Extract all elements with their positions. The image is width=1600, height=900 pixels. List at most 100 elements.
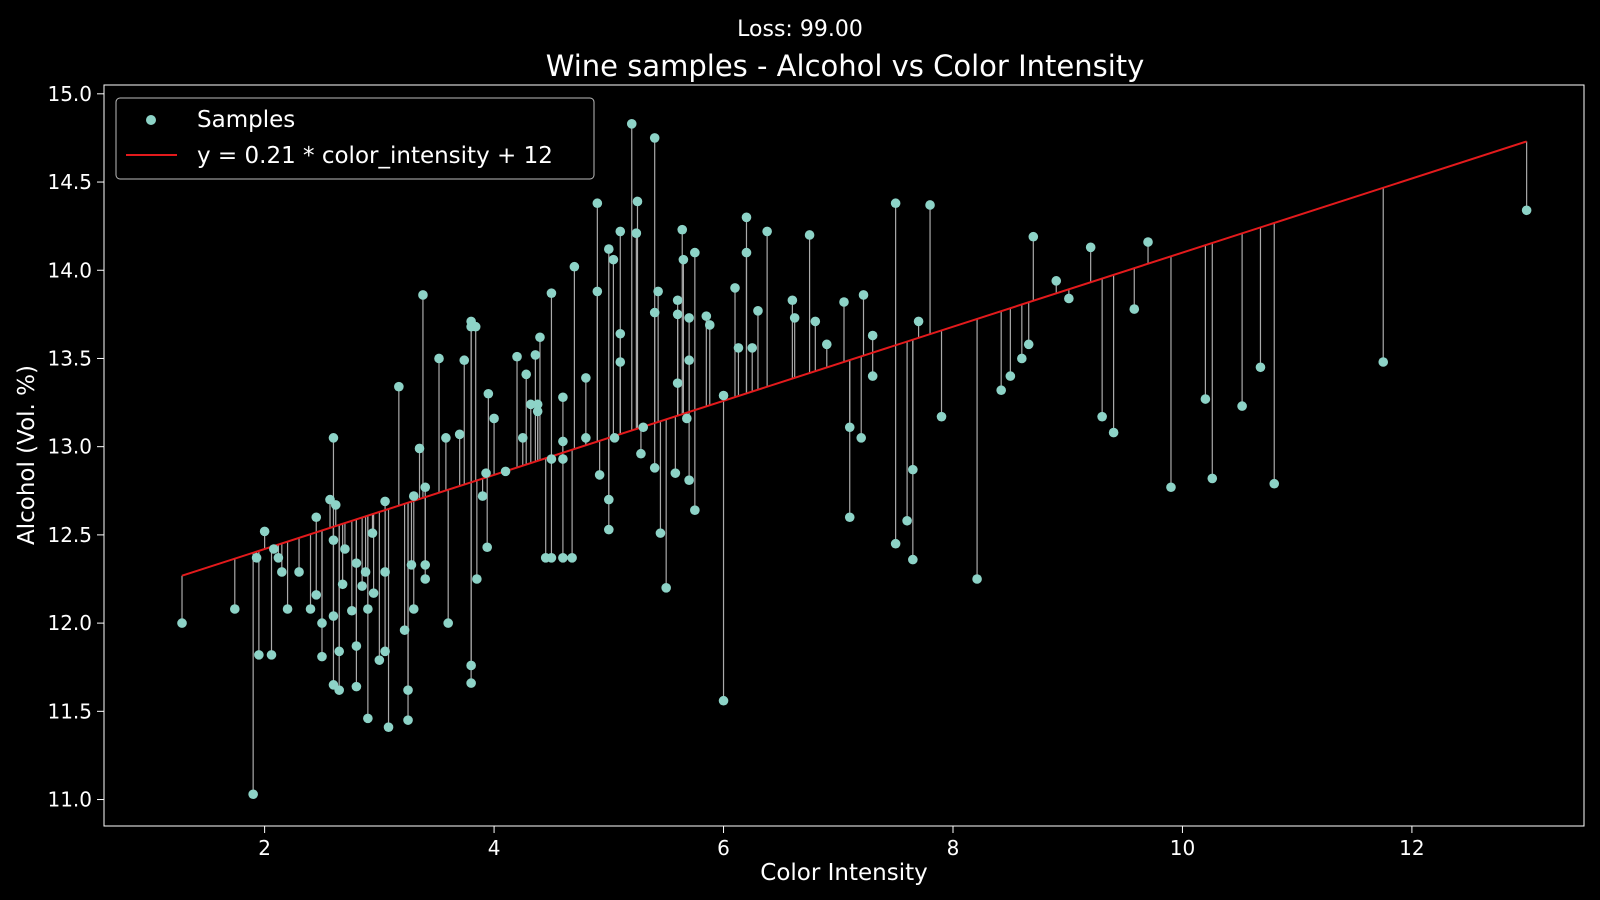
data-point <box>489 413 499 424</box>
data-point <box>690 247 700 258</box>
data-point <box>500 466 511 477</box>
loss-suptitle: Loss: 99.00 <box>737 17 863 42</box>
data-point <box>334 646 344 657</box>
data-point <box>615 226 626 237</box>
data-point <box>1028 231 1039 242</box>
data-point <box>229 604 240 614</box>
data-point <box>420 560 431 570</box>
data-point <box>615 328 626 339</box>
data-point <box>856 433 867 443</box>
data-point <box>1143 237 1153 247</box>
data-point <box>351 558 362 568</box>
data-point <box>517 433 528 443</box>
data-point <box>351 681 362 692</box>
data-point <box>470 321 481 332</box>
data-point <box>867 330 878 341</box>
data-point <box>615 357 626 367</box>
data-point <box>380 646 390 657</box>
data-point <box>317 651 327 662</box>
data-point <box>248 789 258 800</box>
data-point <box>305 604 316 614</box>
data-point <box>558 553 568 563</box>
data-point <box>340 544 350 554</box>
data-point <box>420 574 431 584</box>
data-point <box>408 604 419 614</box>
data-point <box>730 283 740 293</box>
data-point <box>277 567 287 577</box>
data-point <box>360 567 371 577</box>
data-point <box>363 713 373 724</box>
y-tick-label: 15.0 <box>47 82 92 106</box>
data-point <box>604 494 614 505</box>
data-point <box>753 306 763 316</box>
y-tick-label: 13.0 <box>47 435 92 459</box>
data-point <box>608 254 619 265</box>
data-point <box>655 528 666 538</box>
data-point <box>682 413 692 424</box>
data-point <box>546 553 557 563</box>
data-point <box>328 433 339 443</box>
data-point <box>649 133 660 143</box>
data-point <box>718 390 729 401</box>
data-point <box>414 443 425 454</box>
data-point <box>632 196 643 207</box>
data-point <box>701 311 712 321</box>
data-point <box>581 433 591 443</box>
data-point <box>406 560 417 570</box>
data-point <box>1005 371 1016 381</box>
data-point <box>594 470 605 480</box>
data-point <box>1017 353 1027 364</box>
data-point <box>330 500 341 510</box>
data-point <box>177 618 187 628</box>
data-point <box>472 574 482 584</box>
data-point <box>357 581 367 591</box>
data-point <box>394 381 404 392</box>
data-point <box>684 313 694 323</box>
data-point <box>374 655 385 665</box>
x-axis-label: Color Intensity <box>760 860 927 886</box>
legend-box <box>115 97 595 180</box>
data-point <box>347 605 357 616</box>
y-tick-label: 12.0 <box>47 611 92 635</box>
data-point <box>804 230 815 240</box>
data-point <box>636 448 646 459</box>
legend: Samples y = 0.21 * color_intensity + 12 <box>115 97 595 180</box>
data-point <box>532 399 543 410</box>
data-point <box>925 200 935 210</box>
data-point <box>581 373 591 383</box>
data-point <box>403 685 413 695</box>
data-point <box>649 307 660 318</box>
data-point <box>844 422 855 433</box>
data-point <box>420 482 431 493</box>
data-point <box>334 685 344 695</box>
plot-frame <box>103 84 1585 827</box>
data-point <box>670 468 681 478</box>
data-point <box>459 355 470 366</box>
data-point <box>251 553 262 563</box>
data-point <box>351 641 362 651</box>
data-point <box>546 454 557 464</box>
data-point <box>380 567 390 577</box>
data-point <box>626 119 637 129</box>
data-point <box>328 611 339 621</box>
data-point <box>747 343 758 353</box>
y-tick-label: 14.5 <box>47 170 92 194</box>
data-point <box>367 528 378 538</box>
data-point <box>1051 276 1062 286</box>
data-point <box>789 313 800 323</box>
data-point <box>787 295 798 306</box>
data-point <box>477 491 488 501</box>
data-point <box>741 212 752 223</box>
data-point <box>604 524 614 535</box>
data-point <box>609 433 620 443</box>
data-point <box>996 385 1006 396</box>
data-point <box>1521 205 1532 216</box>
data-point <box>483 388 494 399</box>
data-point <box>844 512 855 523</box>
data-point <box>294 567 304 577</box>
residual-lines <box>181 123 1528 795</box>
data-point <box>661 583 671 593</box>
data-point <box>1237 401 1247 411</box>
data-point <box>481 468 491 478</box>
